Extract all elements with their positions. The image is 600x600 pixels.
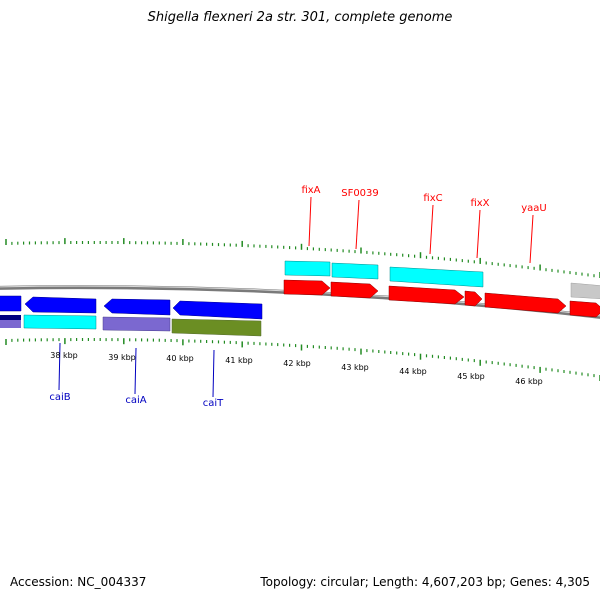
label-leader-line	[134, 347, 137, 395]
gene-label-yaaU[interactable]: yaaU	[521, 203, 547, 214]
gray-feature[interactable]	[570, 282, 600, 299]
forward-gene-arrow[interactable]	[484, 292, 567, 314]
forward-gene-arrow[interactable]	[569, 300, 600, 318]
gene-label-fixX[interactable]: fixX	[470, 198, 489, 209]
label-leader-line	[212, 349, 215, 398]
label-leader-line	[58, 342, 61, 391]
lower-tick-row	[5, 338, 600, 381]
position-label: 42 kbp	[283, 359, 311, 368]
gene-label-caiT[interactable]: caiT	[203, 398, 224, 409]
forward-gene-arrow[interactable]	[283, 279, 331, 296]
forward-gene-arrow[interactable]	[330, 281, 379, 299]
forward-gene-arrow[interactable]	[388, 285, 465, 305]
position-label: 46 kbp	[515, 377, 543, 386]
upper-tick-row	[5, 238, 600, 278]
reverse-gene-arrow[interactable]	[0, 295, 22, 312]
reverse-gene-arrow[interactable]	[103, 298, 171, 316]
position-label: 41 kbp	[225, 356, 253, 365]
forward-cds-cyan[interactable]	[284, 260, 331, 277]
gene-label-fixA[interactable]: fixA	[301, 185, 320, 196]
reverse-cds-purple[interactable]	[0, 320, 21, 328]
reverse-cds-purple[interactable]	[102, 316, 171, 332]
reverse-gene-arrow[interactable]	[24, 296, 97, 314]
position-label: 38 kbp	[50, 351, 78, 360]
gene-label-fixC[interactable]: fixC	[423, 193, 442, 204]
label-leader-line	[429, 204, 434, 255]
genome-title: Shigella flexneri 2a str. 301, complete …	[147, 10, 453, 25]
position-label: 40 kbp	[166, 354, 194, 363]
position-label: 39 kbp	[108, 353, 136, 362]
forward-gene-arrow[interactable]	[464, 290, 483, 307]
forward-cds-cyan[interactable]	[389, 266, 484, 288]
position-label: 43 kbp	[341, 363, 369, 372]
reverse-cds-olive[interactable]	[171, 318, 262, 337]
gene-label-caiB[interactable]: caiB	[49, 392, 70, 403]
label-leader-line	[529, 214, 534, 264]
reverse-cds-cyan[interactable]	[23, 314, 97, 330]
accession-text: Accession: NC_004337	[10, 575, 147, 589]
label-leader-line	[308, 196, 312, 247]
forward-cds-cyan[interactable]	[331, 262, 379, 280]
gene-label-SF0039[interactable]: SF0039	[341, 188, 379, 199]
label-leader-line	[476, 209, 481, 259]
position-label: 44 kbp	[399, 367, 427, 376]
gene-label-caiA[interactable]: caiA	[125, 395, 146, 406]
reverse-cds-navy[interactable]	[0, 315, 21, 320]
genome-summary-text: Topology: circular; Length: 4,607,203 bp…	[260, 575, 590, 589]
label-leader-line	[355, 199, 360, 250]
reverse-gene-arrow[interactable]	[172, 300, 263, 320]
position-label: 45 kbp	[457, 372, 485, 381]
